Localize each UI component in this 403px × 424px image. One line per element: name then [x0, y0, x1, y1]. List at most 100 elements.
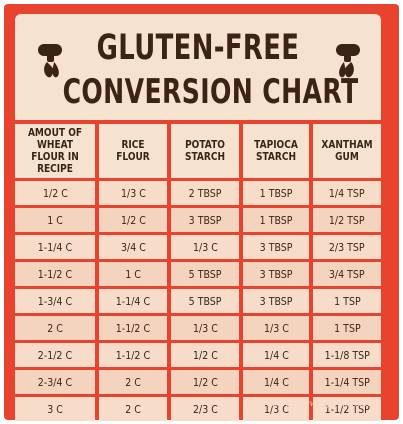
table-cell-value: 1-1/2 C — [115, 348, 151, 362]
table-cell: 1 C — [99, 262, 167, 287]
table-cell: 2 C — [99, 370, 167, 395]
column-header-label: TAPIOCA STARCH — [254, 138, 298, 163]
table-cell: 2 C — [15, 316, 95, 341]
table-cell: 1 C — [15, 208, 95, 233]
table-cell: 1/3 C — [243, 397, 309, 422]
table-cell: 2-1/2 C — [15, 343, 95, 368]
column-rows: 2 TBSP 3 TBSP 1/3 C 5 TBSP 5 TBSP 1/3 C 1/2 C 1… — [171, 181, 239, 422]
table-cell-value: 3 TBSP — [259, 267, 293, 281]
table-cell-value: 1-3/4 C — [37, 294, 73, 308]
table-cell: 1/3 C — [171, 235, 239, 260]
table-cell: 2-3/4 C — [15, 370, 95, 395]
table-cell-value: 1/2 C — [192, 375, 218, 389]
credit-text: Courtesy of www.Gggi.com/blog — [246, 399, 377, 408]
table-cell: 2 TBSP — [171, 181, 239, 206]
table-cell-value: 2/3 C — [192, 402, 218, 416]
table-cell-value: 1/3 C — [263, 402, 289, 416]
column-header: TAPIOCA STARCH — [243, 124, 309, 178]
table-cell-value: 3 TBSP — [259, 240, 293, 254]
table-cell: 3 TBSP — [243, 289, 309, 314]
table-cell: 1/2 C — [171, 343, 239, 368]
table-cell: 2/3 TSP — [313, 235, 381, 260]
table-cell: 1 TSP — [313, 289, 381, 314]
table-cell: 1 TBSP — [243, 208, 309, 233]
table-cell: 3 C — [15, 397, 95, 422]
table-cell: 3 TBSP — [171, 208, 239, 233]
table-cell-value: 1/2 C — [120, 213, 146, 227]
column-header-label: RICE FLOUR — [116, 138, 150, 163]
table-column: AMOUT OF WHEAT FLOUR IN RECIPE 1/2 C 1 C 1-… — [15, 124, 95, 422]
table-cell: 3/4 C — [99, 235, 167, 260]
chart-header: GLUTEN-FREE CONVERSION CHART — [15, 14, 381, 120]
table-cell-value: 1/3 C — [263, 321, 289, 335]
table-cell-value: 3 TBSP — [259, 294, 293, 308]
table-cell-value: 1 TSP — [333, 294, 361, 308]
table-cell: 1-1/4 C — [99, 289, 167, 314]
table-cell: 1-1/8 TSP — [313, 343, 381, 368]
table-cell-value: 2 C — [125, 375, 141, 389]
table-cell: 3 TBSP — [243, 262, 309, 287]
table-cell: 1 TSP — [313, 316, 381, 341]
table-cell: 5 TBSP — [171, 289, 239, 314]
table-cell-value: 1-1/4 C — [115, 294, 151, 308]
column-header: AMOUT OF WHEAT FLOUR IN RECIPE — [15, 124, 95, 178]
table-cell-value: 1-1/8 TSP — [324, 348, 370, 362]
title-line-1: GLUTEN-FREE — [96, 28, 300, 68]
table-cell: 1/2 TSP — [313, 208, 381, 233]
table-cell-value: 1 C — [47, 213, 63, 227]
table-column: XANTHAM GUM 1/4 TSP 1/2 TSP 2/3 TSP 3/4 TSP 1… — [313, 124, 381, 422]
mixer-icon — [336, 44, 360, 78]
column-header: POTATO STARCH — [171, 124, 239, 178]
table-cell-value: 1/4 TSP — [329, 186, 365, 200]
table-cell-value: 1/3 C — [120, 186, 146, 200]
table-cell: 1/2 C — [171, 370, 239, 395]
mixer-icon — [38, 44, 62, 78]
table-cell-value: 1 TBSP — [259, 213, 293, 227]
table-cell-value: 1/4 C — [263, 375, 289, 389]
table-cell: 1/4 TSP — [313, 181, 381, 206]
table-cell-value: 1/2 C — [42, 186, 68, 200]
table-cell-value: 1 TSP — [333, 321, 361, 335]
column-header-label: AMOUT OF WHEAT FLOUR IN RECIPE — [27, 126, 83, 175]
table-cell-value: 1-1/2 C — [37, 267, 73, 281]
table-cell-value: 3/4 C — [120, 240, 146, 254]
table-cell: 1-1/2 TSP — [313, 397, 381, 422]
column-header-label: POTATO STARCH — [184, 138, 226, 163]
table-cell-value: 1/3 C — [192, 321, 218, 335]
table-cell: 1-1/2 C — [99, 343, 167, 368]
column-rows: 1/3 C 1/2 C 3/4 C 1 C 1-1/4 C 1-1/2 C 1-1/2 C 2… — [99, 181, 167, 422]
table-cell: 1/3 C — [99, 181, 167, 206]
title-line-2: CONVERSION CHART — [62, 72, 359, 112]
table-cell: 1-1/4 C — [15, 235, 95, 260]
table-cell: 3/4 TSP — [313, 262, 381, 287]
column-header-label: XANTHAM GUM — [321, 138, 373, 163]
table-cell-value: 1/2 TSP — [329, 213, 365, 227]
table-cell-value: 2/3 TSP — [329, 240, 365, 254]
table-cell-value: 3 TBSP — [188, 213, 222, 227]
table-column: POTATO STARCH 2 TBSP 3 TBSP 1/3 C 5 TBSP 5 TB… — [171, 124, 239, 422]
table-column: TAPIOCA STARCH 1 TBSP 1 TBSP 3 TBSP 3 TBSP 3 … — [243, 124, 309, 422]
table-cell-value: 1 C — [125, 267, 141, 281]
table-cell-value: 1-1/2 C — [115, 321, 151, 335]
table-cell: 3 TBSP — [243, 235, 309, 260]
table-cell-value: 2-3/4 C — [37, 375, 73, 389]
table-cell: 1/2 C — [15, 181, 95, 206]
table-cell: 1-3/4 C — [15, 289, 95, 314]
table-cell-value: 3 C — [47, 402, 63, 416]
table-cell-value: 1/3 C — [192, 240, 218, 254]
column-header: XANTHAM GUM — [313, 124, 381, 178]
table-cell: 1-1/4 TSP — [313, 370, 381, 395]
table-cell-value: 2 C — [125, 402, 141, 416]
table-cell-value: 5 TBSP — [188, 294, 222, 308]
table-cell: 1/3 C — [243, 316, 309, 341]
table-cell-value: 2 TBSP — [188, 186, 222, 200]
column-header: RICE FLOUR — [99, 124, 167, 178]
table-cell-value: 2 C — [47, 321, 63, 335]
table-column: RICE FLOUR 1/3 C 1/2 C 3/4 C 1 C 1-1/4 C 1-1/2… — [99, 124, 167, 422]
table-cell: 2 C — [99, 397, 167, 422]
column-rows: 1/4 TSP 1/2 TSP 2/3 TSP 3/4 TSP 1 TSP 1 TSP 1-… — [313, 181, 381, 422]
table-cell: 2/3 C — [171, 397, 239, 422]
table-cell-value: 2-1/2 C — [37, 348, 73, 362]
table-cell-value: 1/2 C — [192, 348, 218, 362]
table-cell-value: 1 TBSP — [259, 186, 293, 200]
